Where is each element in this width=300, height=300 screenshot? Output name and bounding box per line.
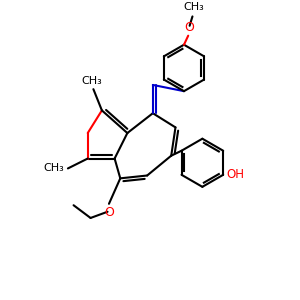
- Text: CH₃: CH₃: [184, 2, 204, 13]
- Text: CH₃: CH₃: [43, 164, 64, 173]
- Text: O: O: [185, 21, 195, 34]
- Text: O: O: [104, 206, 114, 219]
- Text: OH: OH: [226, 168, 244, 181]
- Text: CH₃: CH₃: [82, 76, 102, 86]
